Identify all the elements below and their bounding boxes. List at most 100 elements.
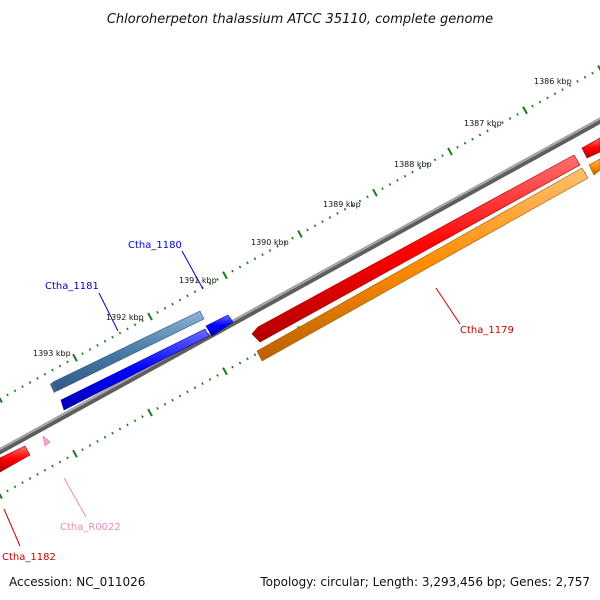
tick-label: 1391 kbp [179,276,217,285]
cds-next-red-arrow[interactable] [581,137,600,159]
minor-tick [126,423,129,427]
minor-tick [103,339,107,343]
minor-tick [358,199,362,203]
minor-tick [486,129,489,133]
cds-ctha-1182-arrow[interactable] [0,445,31,473]
map-title: Chloroherpeton thalassium ATCC 35110, co… [107,12,493,27]
minor-tick [126,327,129,331]
genome-backbone [0,117,600,455]
minor-tick [186,390,189,394]
label-ctha-1179[interactable]: Ctha_1179 [460,325,514,336]
minor-tick [441,154,444,158]
minor-tick [43,468,47,472]
minor-tick [411,170,414,174]
major-tick [147,312,153,321]
minor-tick [171,302,174,306]
minor-tick [238,265,242,269]
upper-tick-ruler [0,65,600,403]
minor-tick [478,133,482,137]
accession-text: Accession: NC_011026 [9,575,145,589]
minor-tick [193,290,197,294]
minor-tick [253,353,257,357]
gene-next-orange-bar[interactable] [588,158,600,176]
minor-tick [276,244,279,248]
minor-tick [403,174,407,178]
minor-tick [313,224,317,228]
minor-tick [306,228,309,232]
minor-tick [141,319,144,323]
minor-tick [201,382,204,386]
major-tick [0,492,3,499]
label-ctha-1180[interactable]: Ctha_1180 [128,240,182,251]
minor-tick [51,464,54,468]
minor-tick [103,435,107,439]
minor-tick [171,398,174,402]
minor-tick [261,253,264,257]
minor-tick [36,472,39,476]
minor-tick [43,372,47,376]
tick-label: 1393 kbp [33,349,71,358]
tick-label: 1389 kbp [323,200,361,209]
major-tick [147,408,153,417]
minor-tick [96,343,99,347]
label-ctha-r0022[interactable]: Ctha_R0022 [60,522,121,533]
minor-tick [508,117,512,120]
minor-tick [36,376,39,380]
callout-ctha-1179 [435,287,461,325]
minor-tick [238,361,242,365]
minor-tick [561,88,564,92]
minor-tick [538,100,542,104]
minor-tick [193,386,197,390]
callout-ctha-1181 [98,292,119,332]
minor-tick [51,368,54,372]
minor-tick [156,310,159,314]
minor-tick [268,249,272,252]
callout-ctha-r0022 [63,477,87,518]
minor-tick [433,158,437,162]
cds-ctha-1180-arrow[interactable] [205,314,234,337]
minor-tick [388,183,392,186]
tick-label: 1392 kbp [106,313,144,322]
label-ctha-1182[interactable]: Ctha_1182 [2,552,56,563]
minor-tick [568,84,572,87]
minor-tick [28,477,32,480]
gene-ctha-1181-bar[interactable] [50,310,205,393]
minor-tick [58,364,62,368]
major-tick [447,147,453,156]
minor-tick [88,348,92,351]
minor-tick [531,104,534,108]
minor-tick [351,203,354,207]
tick-label: 1386 kbp [534,77,572,86]
minor-tick [291,236,294,240]
cds-ctha-1181-arrow[interactable] [60,328,210,411]
minor-tick [321,220,324,224]
gene-ctha-1179-bar[interactable] [256,167,589,362]
minor-tick [583,75,587,79]
minor-tick [208,282,212,285]
major-tick [372,188,378,197]
major-tick [72,449,78,458]
minor-tick [88,444,92,447]
minor-tick [141,415,144,419]
minor-tick [178,394,182,398]
minor-tick [163,306,167,310]
rna-ctha-r0022-marker[interactable] [42,435,51,447]
minor-tick [186,294,189,298]
major-tick [597,65,600,72]
genome-summary-text: Topology: circular; Length: 3,293,456 bp… [259,575,590,589]
minor-tick [246,261,249,265]
minor-tick [133,323,137,327]
cds-ctha-1179-arrow[interactable] [251,154,581,343]
minor-tick [81,352,84,356]
callout-ctha-1182 [3,508,21,547]
minor-tick [553,92,557,96]
minor-tick [591,71,594,75]
minor-tick [28,381,32,384]
major-tick [0,396,3,403]
minor-tick [13,389,17,393]
minor-tick [133,419,137,423]
minor-tick [516,112,519,116]
label-ctha-1181[interactable]: Ctha_1181 [45,281,99,292]
minor-tick [6,393,9,397]
